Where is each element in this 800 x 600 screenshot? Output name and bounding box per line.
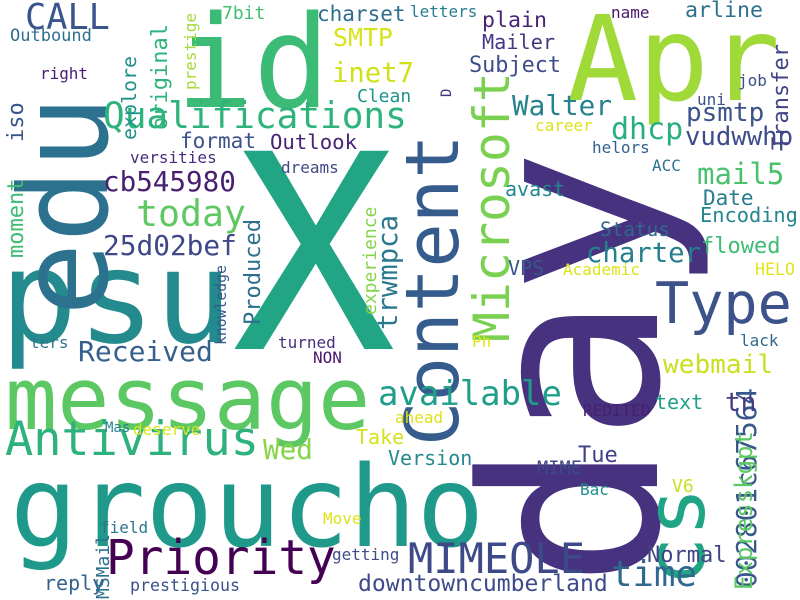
cloud-word: Mas bbox=[105, 420, 131, 436]
cloud-word: downtowncumberland bbox=[358, 571, 608, 597]
cloud-word: knowledge bbox=[213, 265, 230, 345]
cloud-word: time bbox=[611, 554, 697, 595]
cloud-word: explore bbox=[117, 55, 141, 140]
cloud-word: psu bbox=[0, 224, 233, 373]
cloud-word: Ph bbox=[472, 332, 492, 351]
cloud-word: original bbox=[148, 24, 173, 130]
cloud-word: tn bbox=[725, 388, 757, 418]
cloud-word: id bbox=[176, 0, 331, 138]
cloud-word: groucho bbox=[10, 442, 485, 573]
cloud-word: Walter bbox=[512, 89, 613, 122]
cloud-word: ters bbox=[30, 333, 69, 352]
cloud-word: right bbox=[40, 64, 88, 83]
cloud-word: versities bbox=[130, 148, 217, 167]
cloud-word: psmtp bbox=[686, 98, 765, 128]
cloud-word: REDITED bbox=[583, 401, 651, 420]
cloud-word: Status bbox=[600, 218, 670, 241]
cloud-word: Transfer bbox=[769, 44, 794, 150]
cloud-word: Academic bbox=[563, 260, 641, 279]
cloud-word: lack bbox=[740, 331, 779, 350]
cloud-word: experience bbox=[360, 206, 381, 315]
cloud-word: field bbox=[100, 518, 149, 537]
cloud-word: Qualifications bbox=[103, 95, 407, 137]
cloud-word: dhcp bbox=[611, 112, 684, 147]
cloud-word: name bbox=[611, 3, 650, 22]
cloud-word: Expresskgpt bbox=[730, 431, 758, 590]
cloud-word: arline bbox=[685, 0, 764, 23]
cloud-word: Produced bbox=[241, 219, 266, 325]
cloud-word: vudwwhp bbox=[685, 122, 794, 152]
cloud-word: career bbox=[535, 116, 593, 135]
cloud-word: X bbox=[232, 98, 396, 414]
cloud-word: V6 bbox=[672, 476, 694, 497]
cloud-word: Clean bbox=[357, 86, 412, 107]
cloud-word: ahead bbox=[395, 408, 444, 427]
cloud-word: CALL bbox=[25, 0, 110, 38]
cloud-word: ACC bbox=[652, 156, 681, 175]
cloud-word: Wed bbox=[263, 433, 313, 466]
cloud-word: flowed bbox=[701, 234, 781, 259]
cloud-word: Subject bbox=[469, 53, 562, 78]
cloud-word: VPS bbox=[508, 256, 545, 280]
cloud-word: getting bbox=[332, 545, 400, 564]
cloud-word: Bac bbox=[580, 480, 609, 499]
cloud-word: Received bbox=[78, 335, 213, 368]
cloud-word: HELO bbox=[755, 260, 795, 279]
cloud-word: Antivirus bbox=[5, 413, 259, 467]
cloud-word: Normal bbox=[647, 543, 727, 568]
cloud-word: Move bbox=[323, 509, 362, 528]
cloud-word: prestige bbox=[181, 12, 200, 90]
cloud-word: 7bit bbox=[222, 3, 266, 24]
cloud-word: iso bbox=[4, 102, 29, 142]
cloud-word: avast bbox=[505, 177, 566, 201]
cloud-word: cb545980 bbox=[103, 165, 236, 198]
cloud-word: available bbox=[378, 374, 562, 414]
cloud-word: reply bbox=[44, 571, 105, 595]
cloud-word: prestigious bbox=[130, 576, 240, 595]
cloud-word: Mailer bbox=[482, 30, 556, 54]
cloud-word: job bbox=[738, 71, 767, 90]
cloud-word: turned bbox=[278, 333, 336, 352]
cloud-word: letters bbox=[410, 2, 478, 21]
cloud-word: inet7 bbox=[332, 58, 414, 89]
cloud-word: Outbound bbox=[10, 26, 92, 46]
cloud-word: Date bbox=[703, 186, 754, 210]
cloud-word: MIME bbox=[537, 458, 582, 479]
cloud-word: helors bbox=[592, 138, 650, 157]
cloud-word: MSMail bbox=[93, 533, 114, 599]
cloud-word: Priority bbox=[106, 531, 336, 586]
cloud-word: D bbox=[439, 88, 455, 97]
cloud-word: message bbox=[5, 350, 371, 450]
cloud-word: MIMEOLE bbox=[408, 534, 586, 583]
cloud-word: NON bbox=[313, 348, 342, 367]
cloud-word: Version bbox=[388, 446, 473, 470]
cloud-word: format bbox=[180, 128, 257, 153]
cloud-word: charset bbox=[317, 2, 406, 26]
cloud-word: moment bbox=[4, 178, 29, 258]
cloud-word: Microsoft bbox=[463, 72, 521, 342]
cloud-word: deserve bbox=[133, 420, 201, 439]
cloud-word: text bbox=[655, 390, 704, 414]
cloud-word: Type bbox=[655, 271, 792, 337]
cloud-word: plain bbox=[482, 8, 547, 33]
cloud-word: webmail bbox=[663, 350, 774, 380]
cloud-word: 25d02bef bbox=[103, 229, 237, 262]
cloud-word: dreams bbox=[281, 158, 339, 177]
cloud-word: today bbox=[136, 192, 246, 235]
cloud-word: charter bbox=[586, 238, 702, 269]
cloud-word: Encoding bbox=[700, 203, 798, 227]
cloud-word: Outlook bbox=[270, 130, 358, 154]
cloud-word: mail5 bbox=[697, 157, 785, 191]
cloud-word: uni bbox=[697, 90, 726, 109]
cloud-word: Apr bbox=[567, 0, 781, 128]
cloud-word: SMTP bbox=[333, 23, 393, 52]
cloud-word: Take bbox=[356, 425, 405, 449]
cloud-word: Tue bbox=[578, 443, 618, 468]
